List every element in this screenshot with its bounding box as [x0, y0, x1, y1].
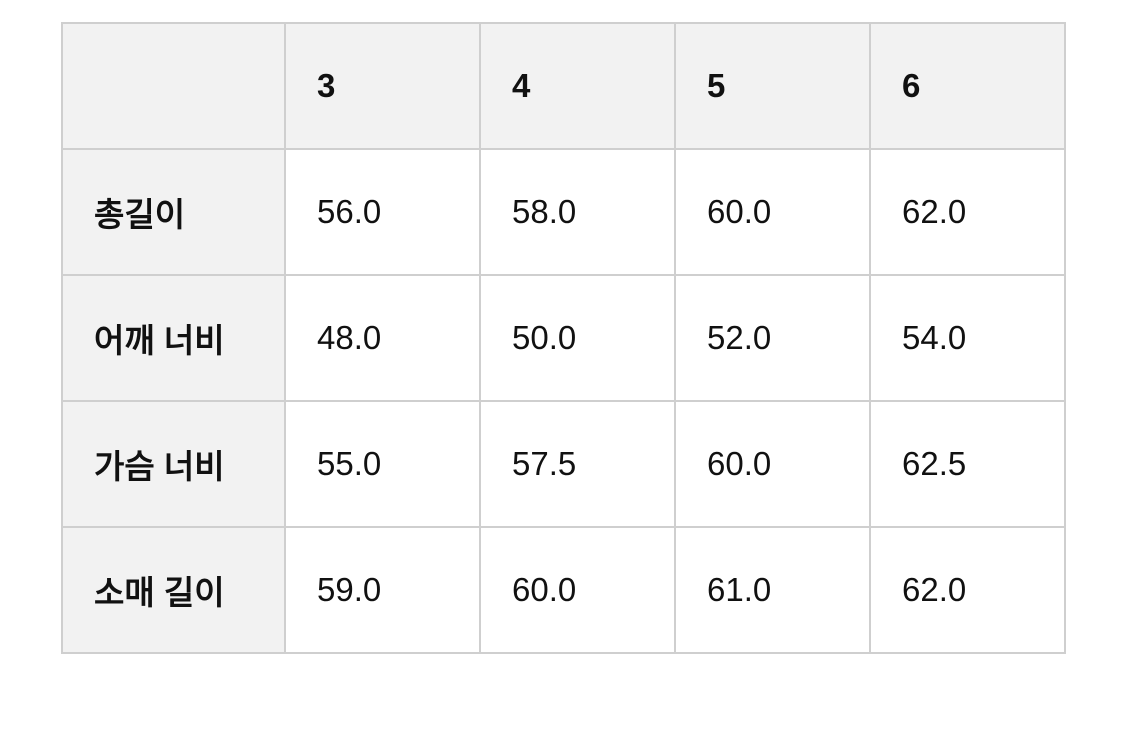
table-row: 소매 길이 59.0 60.0 61.0 62.0 — [61, 526, 1066, 654]
table-cell: 60.0 — [479, 526, 676, 654]
table-cell: 55.0 — [284, 400, 481, 528]
size-table: 3 4 5 6 총길이 56.0 58.0 60.0 62.0 어깨 너비 48.0 50.0… — [61, 22, 1066, 654]
header-corner — [61, 22, 286, 150]
header-size: 6 — [869, 22, 1066, 150]
table-cell: 60.0 — [674, 148, 871, 276]
table-row: 가슴 너비 55.0 57.5 60.0 62.5 — [61, 400, 1066, 528]
row-label: 어깨 너비 — [61, 274, 286, 402]
table-cell: 61.0 — [674, 526, 871, 654]
table-cell: 62.0 — [869, 148, 1066, 276]
table-row: 어깨 너비 48.0 50.0 52.0 54.0 — [61, 274, 1066, 402]
row-label: 소매 길이 — [61, 526, 286, 654]
table-cell: 52.0 — [674, 274, 871, 402]
row-label: 총길이 — [61, 148, 286, 276]
table-cell: 59.0 — [284, 526, 481, 654]
table-cell: 54.0 — [869, 274, 1066, 402]
table-cell: 57.5 — [479, 400, 676, 528]
table-cell: 56.0 — [284, 148, 481, 276]
row-label: 가슴 너비 — [61, 400, 286, 528]
table-row: 총길이 56.0 58.0 60.0 62.0 — [61, 148, 1066, 276]
table-cell: 60.0 — [674, 400, 871, 528]
table-cell: 62.0 — [869, 526, 1066, 654]
table-cell: 62.5 — [869, 400, 1066, 528]
table-cell: 58.0 — [479, 148, 676, 276]
table-cell: 50.0 — [479, 274, 676, 402]
header-row: 3 4 5 6 — [61, 22, 1066, 150]
header-size: 4 — [479, 22, 676, 150]
header-size: 5 — [674, 22, 871, 150]
header-size: 3 — [284, 22, 481, 150]
table-cell: 48.0 — [284, 274, 481, 402]
